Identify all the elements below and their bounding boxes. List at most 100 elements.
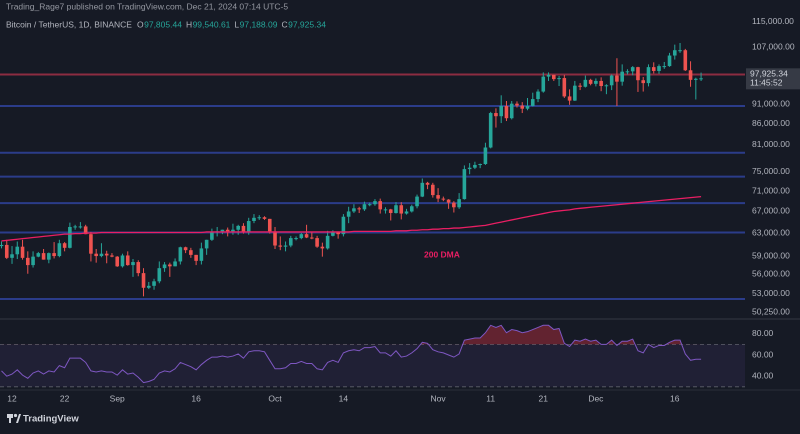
candle-body [136,262,141,274]
y-tick-label: 53,000.00 [752,288,790,298]
candle-body [352,208,356,212]
readout-value: 99,540.61 [193,19,231,29]
price-pane [0,43,745,301]
candle-body [636,67,640,81]
ma-label: 200 DMA [424,249,460,259]
candle-body [20,246,25,258]
candle-body [0,244,4,247]
candle-body [641,80,646,84]
candle-body [452,202,456,208]
candle-body [625,71,630,73]
candle-body [509,103,514,119]
candle-body [15,246,20,255]
candle-body [362,204,367,210]
x-tick-label: Oct [268,393,282,403]
y-tick-label: 107,000.00 [752,41,795,51]
candle-body [146,285,151,288]
candle-body [104,253,109,256]
candle-body [110,255,114,257]
candle-body [83,226,88,235]
x-tick-label: 14 [339,393,349,403]
brand-logo [7,413,21,423]
candle-body [36,253,41,257]
candle-body [688,70,693,80]
candle-body [4,244,9,258]
candle-body [299,234,304,239]
candle-body [336,231,340,235]
candle-body [267,218,272,232]
candle-body [588,79,593,84]
candle-body [404,211,409,214]
candle-body [683,50,688,71]
candle-body [562,78,567,97]
candle-body [536,91,540,100]
rsi-tick-label: 60.00 [752,349,774,359]
candle-body [599,80,603,87]
candle-body [120,255,125,267]
candle-body [310,237,314,239]
candle-body [615,75,619,82]
candle-body [131,262,135,266]
rsi-band [0,344,745,387]
x-tick-label: Dec [588,393,604,403]
candle-body [651,67,656,71]
publisher: Trading_Rage7 published on TradingView.c… [6,1,288,11]
y-tick-label: 56,000.00 [752,269,790,279]
candle-body [678,50,682,52]
candle-body [499,105,503,117]
candle-body [399,205,404,214]
candle-body [10,254,14,258]
candle-body [62,243,67,248]
candle-body [646,67,651,84]
candle-body [125,255,130,266]
x-tick-label: 11 [486,393,495,403]
x-tick-label: 21 [539,393,549,403]
price-label: 97,925.34 [750,69,788,79]
candle-body [168,264,172,267]
y-tick-label: 75,000.00 [752,166,790,176]
candle-body [194,254,198,261]
candle-body [367,204,372,206]
candle-body [657,66,661,71]
candle-body [530,99,535,106]
candle-body [630,67,635,72]
candle-body [183,247,188,251]
candle-body [273,231,277,246]
candle-body [594,80,598,84]
candle-body [552,74,556,80]
candle-body [173,261,177,267]
y-tick-label: 59,000.00 [752,250,790,260]
candle-body [620,71,624,82]
candle-body [289,238,293,246]
candle-body [262,217,267,219]
candle-body [388,209,393,214]
candle-body [541,76,546,92]
candle-body [567,96,572,101]
candle-body [231,229,235,232]
x-tick-label: 16 [191,393,201,403]
candle-body [47,253,51,260]
candle-body [441,198,446,200]
candle-body [31,256,35,266]
price-label-box [746,68,800,90]
candle-body [152,281,156,286]
candle-body [236,225,240,230]
candle-body [515,103,519,106]
candle-body [68,226,72,248]
rsi-tick-label: 40.00 [752,370,774,380]
candle-body [94,253,98,257]
readout-value: 97,925.34 [288,19,326,29]
readout-key: L [234,19,239,29]
candle-body [378,201,383,210]
candle-body [304,234,309,238]
candle-body [357,208,361,210]
rsi-tick-label: 80.00 [752,328,774,338]
candle-body [420,182,425,197]
y-tick-label: 91,000.00 [752,98,790,108]
candle-body [467,167,472,170]
readout-value: 97,188.09 [240,19,278,29]
candle-body [141,273,146,288]
